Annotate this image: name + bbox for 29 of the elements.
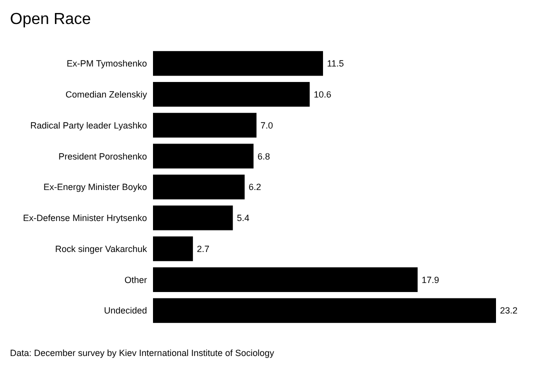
y-tick-label: President Poroshenko — [58, 151, 147, 162]
bar — [153, 236, 193, 262]
data-label: 6.8 — [258, 151, 270, 162]
y-tick-label: Rock singer Vakarchuk — [55, 244, 148, 254]
data-label: 10.6 — [314, 89, 332, 100]
y-tick-label: Ex-Defense Minister Hrytsenko — [22, 213, 147, 224]
bar — [153, 298, 496, 323]
bar — [153, 206, 233, 230]
data-label: 23.2 — [500, 306, 518, 316]
chart-title: Open Race — [10, 11, 92, 28]
data-label: 5.4 — [236, 213, 250, 224]
bar — [153, 112, 256, 138]
bar — [153, 267, 418, 292]
data-label: 2.7 — [196, 244, 210, 254]
y-tick-label: Ex-PM Tymoshenko — [66, 58, 147, 69]
data-label: 11.5 — [327, 58, 344, 69]
bar — [153, 174, 245, 200]
data-label: 6.2 — [248, 182, 262, 192]
bar — [153, 51, 324, 76]
text: Data: December survey by Kiev International Institute of Sociology — [10, 348, 275, 358]
data-label: 17.9 — [422, 274, 440, 285]
bar — [153, 82, 310, 107]
y-tick-label: Other — [124, 274, 147, 285]
y-tick-label: Comedian Zelenskiy — [65, 89, 148, 100]
bar — [153, 144, 254, 168]
y-tick-label: Radical Party leader Lyashko — [30, 120, 147, 130]
data-label: 7.0 — [260, 120, 274, 130]
y-tick-label: Ex-Energy Minister Boyko — [43, 182, 147, 192]
y-tick-label: Undecided — [104, 306, 147, 316]
